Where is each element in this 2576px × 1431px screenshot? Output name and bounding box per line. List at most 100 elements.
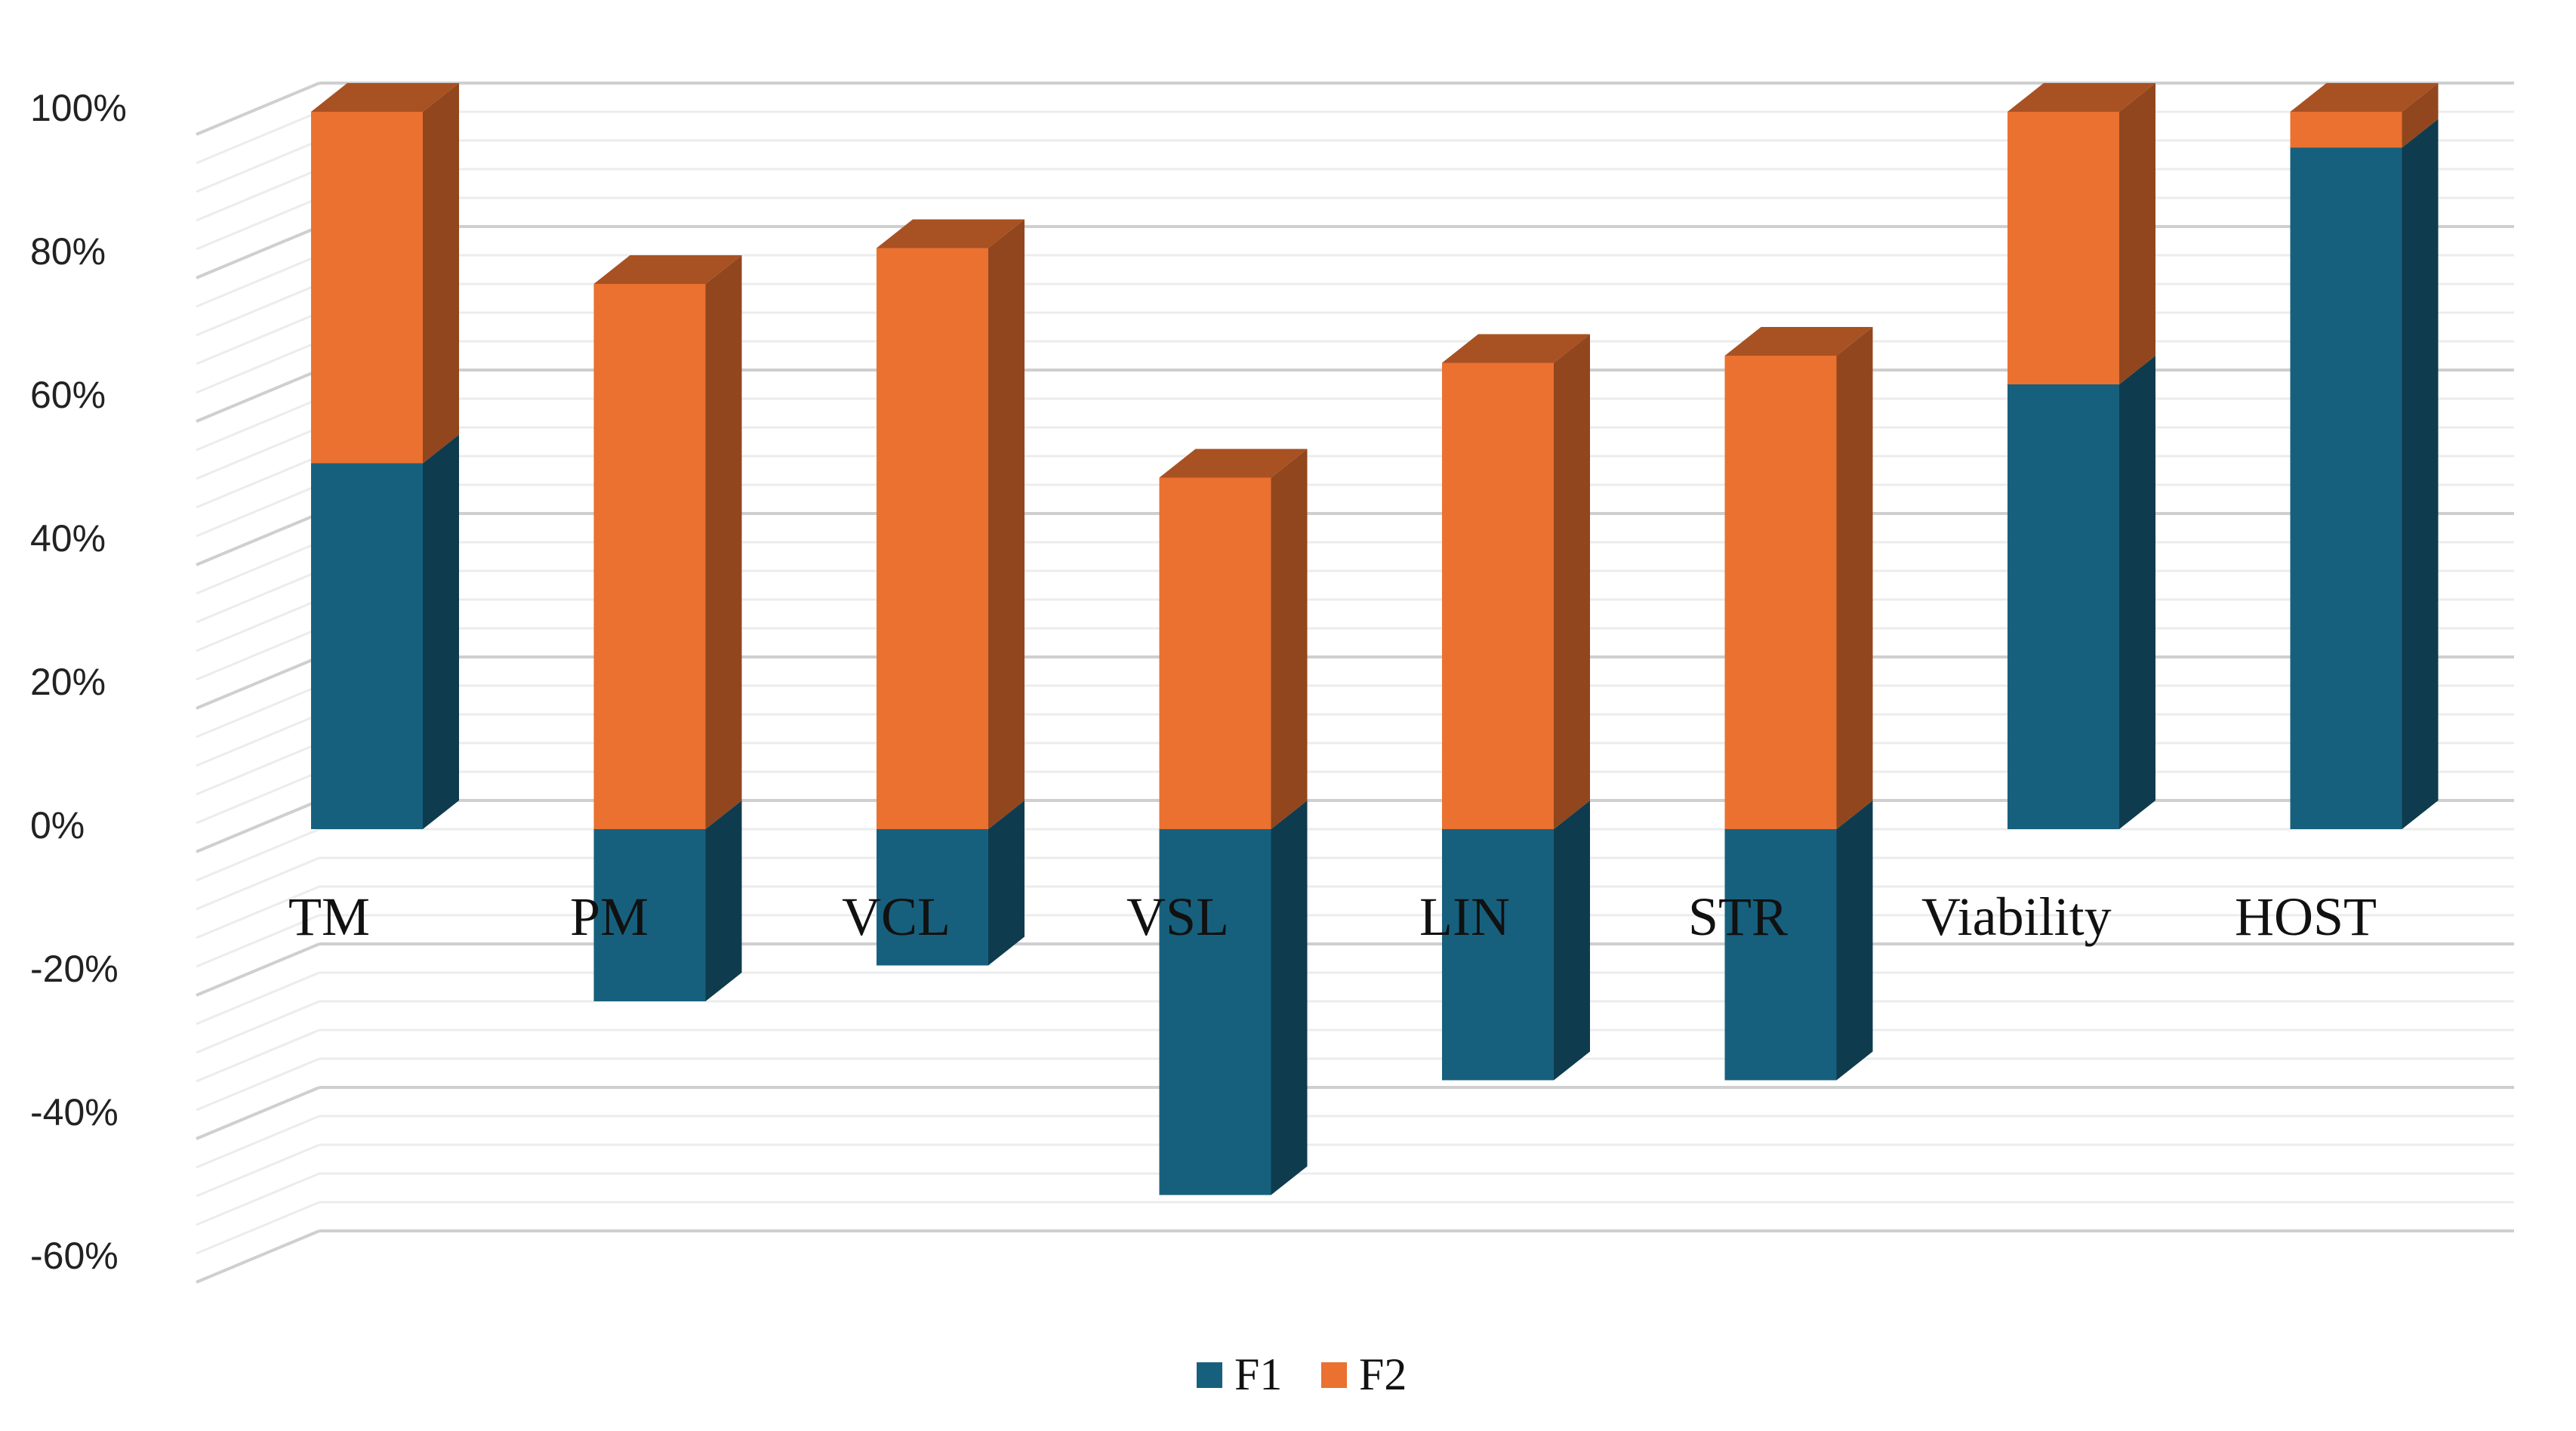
bar-f2-pm [593,255,742,829]
y-tick-label: 100% [30,87,127,129]
gridline-side [196,340,320,394]
category-label: LIN [1419,887,1510,947]
legend: F1 F2 [1197,1349,1407,1399]
gridline-side [196,971,320,1025]
bar-f1-tm [311,434,459,829]
y-tick-label: 40% [30,517,106,560]
gridline-side [196,770,320,825]
bar-f2-str-side [1836,327,1873,829]
bar-f1-vsl-side [1271,800,1308,1195]
gridline-side [196,541,320,595]
bar-f1-pm-front [593,829,706,1001]
bar-f1-lin-front [1442,829,1554,1081]
bar-f2-pm-top [593,255,742,284]
gridline-side [196,684,320,739]
bar-f1-pm [593,800,742,1001]
bar-f1-viability-front [2007,384,2119,829]
gridline-side [196,1229,320,1284]
gridline-side [196,914,320,968]
bar-f2-str-top [1724,327,1873,356]
bar-f2-pm-side [705,255,742,829]
gridline-side [196,254,320,308]
gridline-side [196,311,320,365]
bar-f2-tm [311,83,459,464]
bar-f1-str-front [1724,829,1837,1081]
bar-f1-vcl-front [877,829,988,966]
gridline-side [196,282,320,337]
gridline-side [196,1143,320,1198]
bar-f1-str-side [1836,800,1873,1081]
bar-f2-str [1724,327,1873,829]
bar-f2-vcl-front [877,248,988,829]
gridline-side [196,139,320,193]
bar-f1-vcl-side [988,800,1025,966]
bar-f1-host [2290,119,2439,829]
gridline-side [196,196,320,251]
gridline-side [196,369,320,423]
gridline-side [196,598,320,652]
gridline-side [196,1172,320,1226]
gridline-side [196,1029,320,1083]
category-label: VCL [842,887,951,947]
gridline-side [196,856,320,911]
gridline-side [196,828,320,882]
gridline-side [196,512,320,566]
y-tick-label: -60% [30,1235,119,1277]
bar-f2-viability-side [2119,83,2155,384]
y-tick-label: 20% [30,661,106,703]
bar-f1-str [1724,800,1873,1081]
bar-f1-viability [2007,356,2155,829]
category-labels: TM PM VCL VSL LIN STR Viability HOST [288,887,2377,947]
gridline-side [196,455,320,509]
bar-f1-vsl [1159,800,1308,1195]
gridline-side [196,1115,320,1169]
bar-f2-pm-front [593,284,706,829]
bar-f1-lin-side [1554,800,1590,1081]
gridline-side [196,655,320,710]
bar-f2-tm-side [423,83,459,464]
bar-f2-host [2290,83,2439,148]
bar-f2-vsl-top [1159,449,1308,478]
bar-f1-viability-side [2119,356,2155,829]
gridline-side [196,168,320,222]
gridline-side [196,483,320,538]
bar-f2-host-top [2290,83,2439,112]
bar-f2-host-side [2402,83,2439,148]
bar-f1-vcl [877,800,1025,966]
legend-swatch [1321,1362,1347,1388]
gridline-side [196,885,320,939]
category-label: TM [288,887,370,947]
legend-label: F1 [1234,1349,1282,1399]
bar-f1-host-side [2402,119,2439,829]
gridline-side [196,942,320,997]
gridline-side [196,1057,320,1112]
gridline-side [196,799,320,853]
bar-f2-str-front [1724,356,1837,829]
bar-f1-pm-side [705,800,742,1001]
gridline-side [196,82,320,136]
legend-swatch [1197,1362,1222,1388]
y-tick-label: -40% [30,1091,119,1133]
bar-f1-tm-side [423,434,459,829]
category-label: HOST [2235,887,2377,947]
bar-f2-vsl-side [1271,449,1308,829]
bar-f2-tm-front [311,112,423,464]
bar-f2-viability [2007,83,2155,384]
bar-f2-vsl [1159,449,1308,829]
category-label: Viability [1921,887,2112,947]
bar-f1-tm-front [311,463,423,829]
bar-f2-viability-top [2007,83,2155,112]
bar-f1-vsl-front [1159,829,1271,1195]
bar-f2-viability-front [2007,112,2119,384]
bar-f2-lin-front [1442,362,1554,829]
category-label: PM [570,887,649,947]
bar-f2-lin [1442,334,1590,829]
bar-f2-vcl-side [988,219,1025,829]
gridline-side [196,1086,320,1140]
legend-item: F2 [1321,1349,1407,1399]
category-label: STR [1688,887,1788,947]
gridline-side [196,397,320,452]
gridline-side [196,713,320,767]
